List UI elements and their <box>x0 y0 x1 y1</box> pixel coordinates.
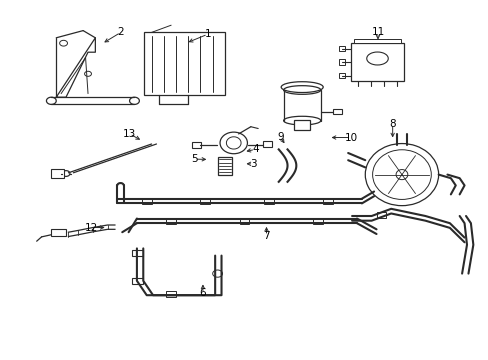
Text: 12: 12 <box>85 222 99 233</box>
Text: 13: 13 <box>122 129 136 139</box>
Bar <box>132 278 142 284</box>
Bar <box>142 198 151 204</box>
Text: 8: 8 <box>388 119 395 129</box>
Text: 3: 3 <box>249 159 256 169</box>
Text: 5: 5 <box>191 154 198 164</box>
Bar <box>51 229 66 236</box>
Bar <box>332 109 341 114</box>
Bar <box>353 39 401 43</box>
Text: 4: 4 <box>251 144 258 154</box>
Bar <box>239 218 249 224</box>
Bar <box>294 120 309 130</box>
Text: 9: 9 <box>276 132 283 142</box>
Text: 10: 10 <box>344 132 357 143</box>
Bar <box>132 250 142 256</box>
Bar <box>350 43 403 81</box>
Bar <box>166 218 176 224</box>
Bar <box>200 198 210 204</box>
Bar <box>338 59 344 65</box>
Bar <box>51 169 63 178</box>
Text: 2: 2 <box>117 27 124 37</box>
Bar <box>192 142 201 148</box>
Text: 7: 7 <box>263 231 269 241</box>
Bar <box>338 46 344 51</box>
Text: 11: 11 <box>370 27 384 37</box>
Bar <box>217 157 232 175</box>
Bar <box>338 73 344 78</box>
Text: 6: 6 <box>199 288 206 298</box>
Text: 1: 1 <box>204 29 211 39</box>
Bar <box>376 212 386 218</box>
Bar <box>322 198 332 204</box>
Bar <box>264 198 273 204</box>
Bar <box>144 32 224 95</box>
Bar <box>166 291 176 297</box>
Bar <box>312 218 322 224</box>
Bar <box>263 141 271 147</box>
